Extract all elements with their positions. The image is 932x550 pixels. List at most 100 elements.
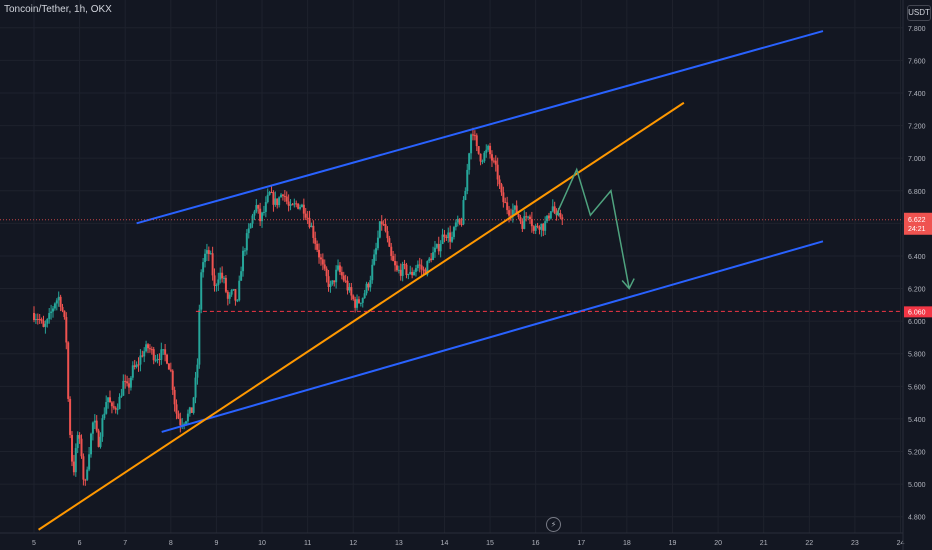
candle-body — [449, 232, 452, 242]
candle-body — [105, 402, 108, 414]
candle-body — [500, 184, 503, 193]
candle-body — [211, 253, 214, 276]
candle-body — [416, 264, 419, 269]
y-tick-label: 7.400 — [908, 91, 926, 98]
x-tick-label: 19 — [669, 540, 677, 547]
candle-body — [240, 271, 243, 281]
candle-body — [477, 146, 480, 154]
candle-body — [490, 154, 493, 161]
candle-body — [418, 264, 421, 266]
currency-badge[interactable]: USDT — [907, 5, 931, 21]
candle-body — [219, 272, 222, 280]
candle-body — [325, 268, 328, 277]
countdown-label: 24:21 — [908, 226, 926, 233]
candle-body — [329, 284, 332, 287]
candle-body — [226, 291, 229, 299]
candle-body — [82, 456, 85, 480]
candle-body — [473, 135, 476, 137]
x-tick-label: 17 — [577, 540, 585, 547]
candle-body — [59, 296, 62, 308]
candle-body — [266, 194, 269, 203]
candle-body — [310, 225, 313, 228]
candle-body — [371, 264, 374, 281]
candle-body — [299, 207, 302, 209]
candle-body — [204, 253, 207, 263]
candle-body — [517, 214, 520, 218]
drawing-annotations[interactable] — [0, 30, 903, 531]
candle-body — [414, 268, 417, 272]
candle-body — [114, 407, 117, 410]
candle-body — [202, 262, 205, 273]
x-tick-label: 23 — [851, 540, 859, 547]
candle-body — [53, 303, 56, 309]
candle-body — [88, 454, 91, 470]
candle-body — [268, 192, 271, 195]
y-tick-label: 5.400 — [908, 417, 926, 424]
candle-body — [487, 145, 490, 150]
candle-body — [166, 354, 169, 364]
candle-body — [158, 358, 161, 360]
candle-body — [126, 381, 129, 384]
candle-body — [530, 219, 533, 227]
candle-body — [369, 280, 372, 288]
candle-body — [177, 413, 180, 419]
candle-body — [504, 202, 507, 204]
candle-body — [302, 204, 305, 214]
candle-body — [466, 169, 469, 191]
candle-body — [230, 289, 233, 295]
candle-body — [534, 225, 537, 231]
x-tick-label: 20 — [714, 540, 722, 547]
candle-body — [143, 351, 146, 357]
candle-body — [553, 206, 556, 214]
candle-body — [109, 397, 112, 403]
candle-body — [293, 203, 296, 205]
x-tick-label: 18 — [623, 540, 631, 547]
candle-body — [354, 299, 357, 308]
candle-body — [413, 271, 416, 276]
candle-body — [84, 479, 87, 481]
uptrend-line — [38, 101, 685, 531]
y-tick-label: 4.800 — [908, 515, 926, 522]
candle-body — [525, 216, 528, 218]
candle-body — [395, 265, 398, 271]
candle-body — [247, 228, 250, 234]
y-tick-label: 6.400 — [908, 254, 926, 261]
candle-body — [337, 265, 340, 270]
candle-body — [221, 272, 224, 279]
candle-body — [344, 280, 347, 282]
candle-body — [346, 280, 349, 291]
candle-body — [57, 296, 60, 301]
candle-body — [365, 283, 368, 294]
candle-body — [285, 196, 288, 202]
candle-body — [160, 349, 163, 360]
candle-body — [97, 430, 100, 447]
candle-body — [411, 271, 414, 276]
candle-body — [95, 420, 98, 431]
candle-body — [185, 421, 188, 424]
candle-body — [331, 280, 334, 285]
candle-body — [394, 260, 397, 266]
x-tick-label: 14 — [441, 540, 449, 547]
symbol-title: Toncoin/Tether, 1h, OKX — [4, 4, 112, 15]
candle-body — [33, 312, 35, 321]
current-price-badge — [904, 212, 932, 235]
candle-body — [424, 269, 427, 275]
candle-body — [390, 246, 393, 256]
candle-body — [133, 365, 136, 368]
candle-body — [209, 253, 212, 255]
candle-body — [340, 272, 343, 276]
candle-body — [327, 276, 330, 287]
candle-body — [120, 395, 123, 397]
candle-body — [295, 203, 298, 205]
candle-body — [435, 243, 438, 248]
candle-body — [426, 261, 429, 275]
lightning-icon[interactable]: ⚡ — [546, 517, 561, 532]
y-tick-label: 7.000 — [908, 156, 926, 163]
candle-body — [546, 215, 549, 222]
candle-body — [242, 250, 245, 272]
candle-body — [171, 370, 174, 390]
candle-body — [65, 317, 68, 343]
candle-body — [338, 265, 341, 273]
